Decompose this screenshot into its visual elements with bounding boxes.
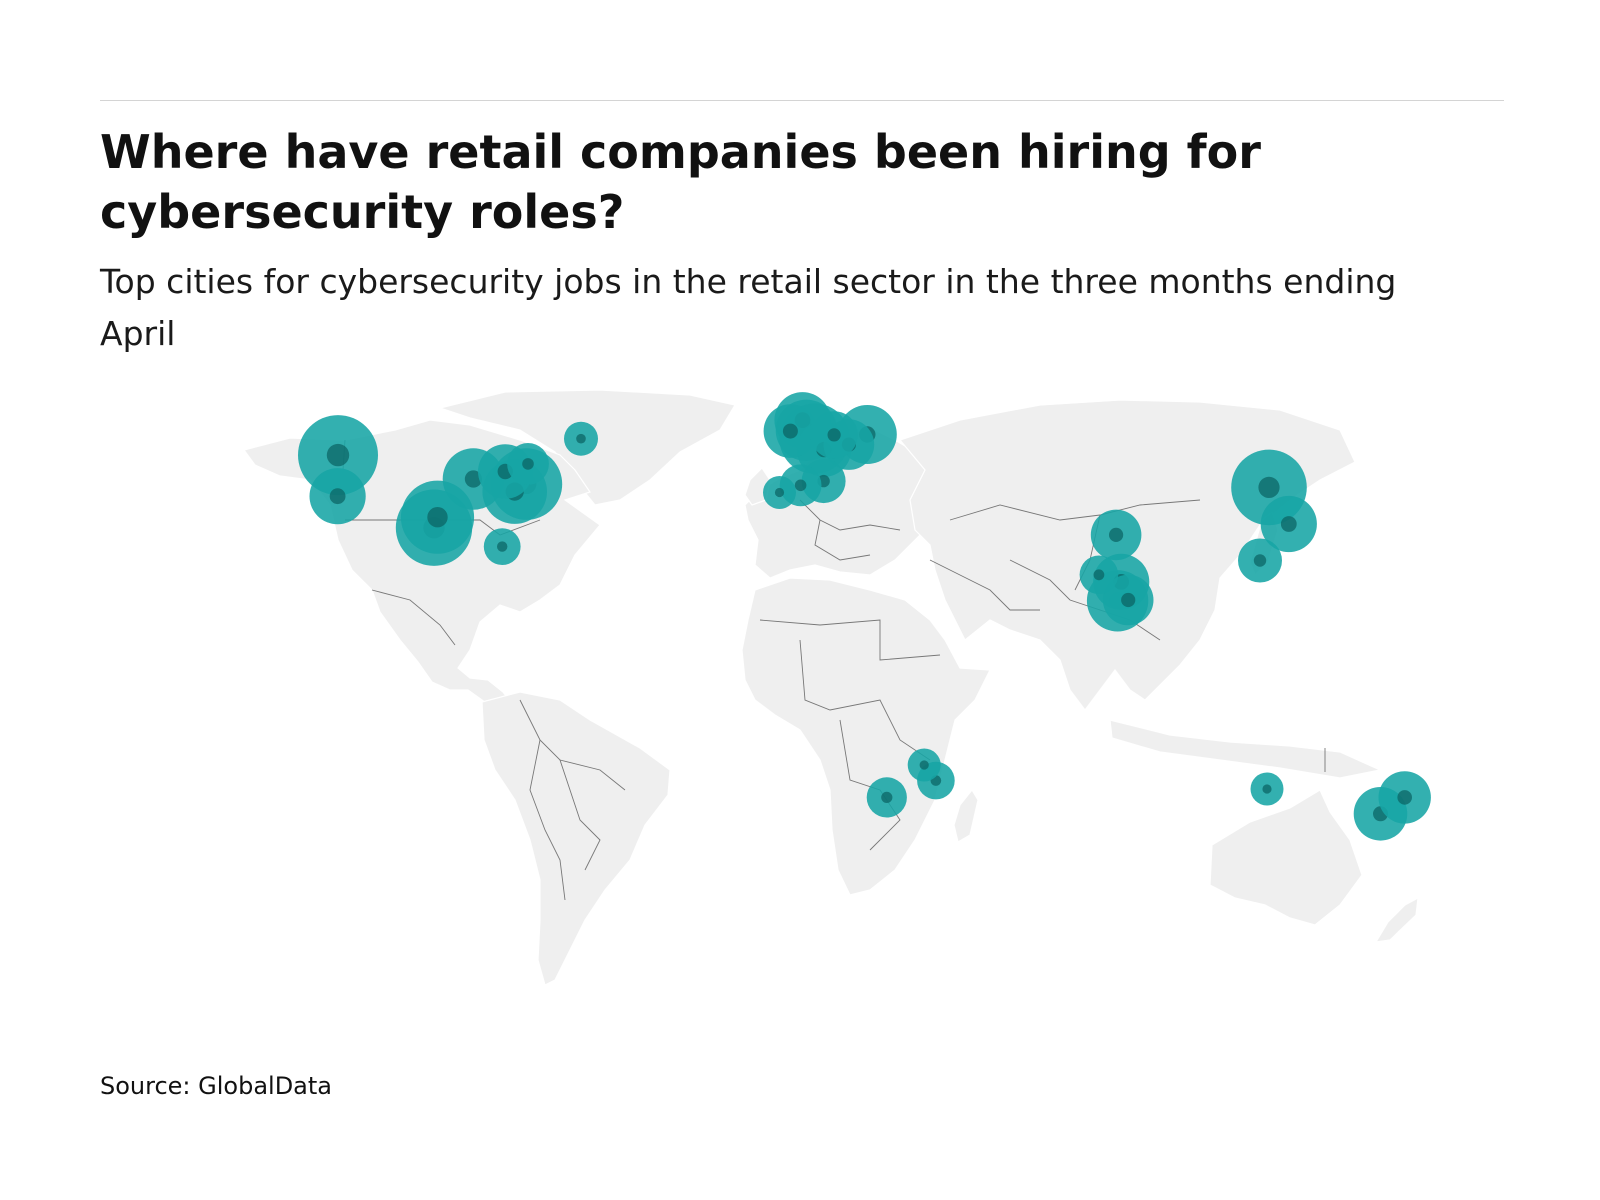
city-bubble-center <box>497 541 508 552</box>
land-new-zealand <box>1374 896 1419 943</box>
chart-title: Where have retail companies been hiring … <box>100 125 1261 239</box>
border-europe-2 <box>814 519 871 561</box>
city-bubble-center <box>1258 476 1280 498</box>
border-africa-2 <box>799 639 931 761</box>
city-bubble-center <box>774 487 785 498</box>
city-bubble-center <box>576 433 586 444</box>
border-south-america-2 <box>529 739 566 901</box>
land-australia <box>1209 789 1363 926</box>
city-bubble-center <box>464 470 482 488</box>
city-bubble-center <box>881 791 893 804</box>
city-bubble-center <box>919 760 929 770</box>
city-bubble-center <box>522 458 534 470</box>
land-madagascar <box>953 788 979 843</box>
border-us-mexico <box>371 589 456 646</box>
top-divider <box>100 100 1504 101</box>
city-bubbles <box>298 392 1431 841</box>
city-bubble-center <box>427 507 448 528</box>
land-south-america <box>481 691 671 986</box>
city-bubble-center <box>1397 790 1412 805</box>
city-bubble-center <box>782 423 798 439</box>
city-bubble-center <box>1280 516 1297 532</box>
border-south-america-3 <box>559 759 601 871</box>
border-asia-1 <box>949 499 1201 521</box>
city-bubble-center <box>329 488 346 505</box>
city-bubble-center <box>1262 784 1272 794</box>
border-middle-east <box>929 559 1040 611</box>
chart-subtitle: Top cities for cybersecurity jobs in the… <box>100 262 1397 353</box>
city-bubble-center <box>1109 527 1124 543</box>
city-bubble-center <box>1121 592 1136 608</box>
world-map <box>242 389 1431 986</box>
city-bubble-center <box>827 428 841 442</box>
land-africa <box>741 577 991 896</box>
border-europe-1 <box>799 499 901 531</box>
city-bubble-center <box>794 479 807 492</box>
land-indonesia <box>1109 719 1382 779</box>
border-africa-1 <box>759 619 941 661</box>
city-bubble-center <box>1093 569 1105 581</box>
source-note: Source: GlobalData <box>100 1072 333 1100</box>
city-bubble-center <box>326 443 350 467</box>
city-bubble-center <box>1253 554 1267 567</box>
